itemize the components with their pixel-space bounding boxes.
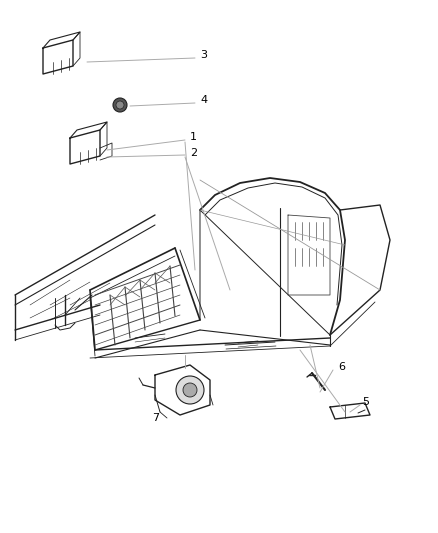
Circle shape	[116, 101, 124, 109]
Circle shape	[113, 98, 127, 112]
Circle shape	[176, 376, 204, 404]
Text: 1: 1	[190, 132, 197, 142]
Text: 2: 2	[190, 148, 197, 158]
Text: 5: 5	[362, 397, 369, 407]
Text: 4: 4	[200, 95, 207, 105]
Circle shape	[183, 383, 197, 397]
Text: 7: 7	[152, 413, 159, 423]
Text: 3: 3	[200, 50, 207, 60]
Text: 6: 6	[338, 362, 345, 372]
